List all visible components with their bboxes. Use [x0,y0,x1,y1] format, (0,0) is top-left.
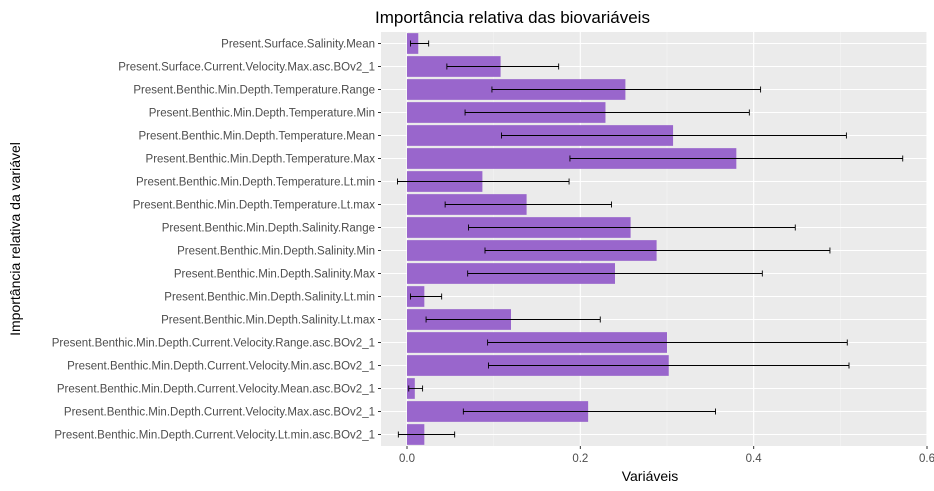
y-tick-label: Present.Benthic.Min.Depth.Salinity.Lt.ma… [161,315,375,327]
x-tick-label: 0.6 [919,453,934,465]
y-tick-label: Present.Benthic.Min.Depth.Salinity.Lt.mi… [164,292,375,304]
x-tick-labels: 0.0 0.2 0.4 0.6 [399,446,934,465]
y-tick-label: Present.Benthic.Min.Depth.Current.Veloci… [64,407,375,419]
y-tick-labels: Present.Surface.Salinity.Mean Present.Sur… [52,39,381,442]
y-tick-label: Present.Surface.Salinity.Mean [221,39,375,51]
y-tick-label: Present.Benthic.Min.Depth.Temperature.Lt… [133,200,376,212]
y-tick-label: Present.Benthic.Min.Depth.Temperature.Ma… [146,154,376,166]
y-tick-label: Present.Benthic.Min.Depth.Temperature.Me… [138,131,375,143]
x-tick-label: 0.0 [399,453,415,465]
y-tick-label: Present.Benthic.Min.Depth.Current.Veloci… [52,338,375,350]
plot-panel [381,32,927,446]
y-tick-label: Present.Benthic.Min.Depth.Temperature.Mi… [149,108,375,120]
y-tick-label: Present.Benthic.Min.Depth.Salinity.Max [174,269,375,281]
chart-title: Importância relativa das biovariáveis [375,8,650,27]
x-tick-label: 0.4 [746,453,763,465]
error-bars [397,40,904,438]
x-axis-title: Variáveis [622,468,679,484]
x-tick-label: 0.2 [572,453,588,465]
y-tick-label: Present.Benthic.Min.Depth.Current.Veloci… [67,361,375,373]
y-axis-title: Importância relativa da variável [7,142,23,336]
y-tick-label: Present.Benthic.Min.Depth.Salinity.Min [177,246,375,258]
y-tick-label: Present.Benthic.Min.Depth.Temperature.Ra… [133,85,375,97]
y-tick-label: Present.Benthic.Min.Depth.Temperature.Lt… [136,177,375,189]
y-tick-label: Present.Benthic.Min.Depth.Current.Veloci… [54,430,375,442]
y-tick-label: Present.Surface.Current.Velocity.Max.asc… [118,62,375,74]
y-tick-label: Present.Benthic.Min.Depth.Current.Veloci… [57,384,375,396]
y-tick-label: Present.Benthic.Min.Depth.Salinity.Range [162,223,375,235]
